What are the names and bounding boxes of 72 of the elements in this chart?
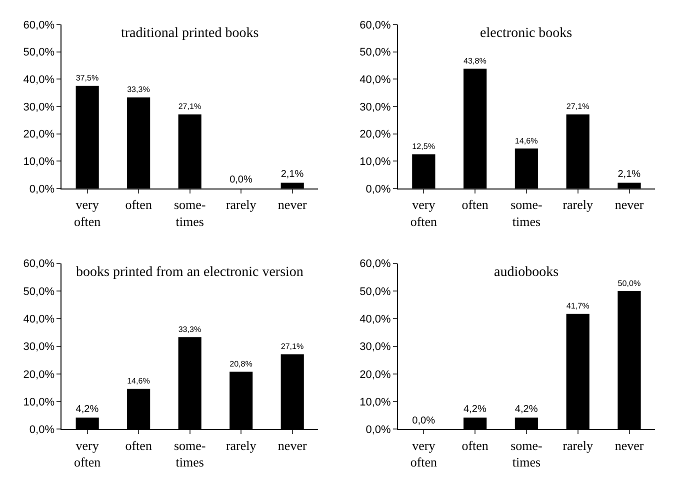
data-label: 14,6% xyxy=(127,376,150,386)
x-tick-label: often xyxy=(125,438,152,453)
y-tick-label: 30,0% xyxy=(23,101,55,114)
x-tick-label: rarely xyxy=(226,197,257,212)
data-label: 14,6% xyxy=(514,136,538,146)
x-tick-label: some- times xyxy=(510,438,542,470)
data-label: 33,3% xyxy=(178,324,202,334)
x-tick-label: some- times xyxy=(174,438,206,470)
x-tick-label: often xyxy=(462,438,489,453)
data-label: 41,7% xyxy=(566,302,590,311)
y-tick-label: 60,0% xyxy=(23,19,55,32)
x-tick-label: never xyxy=(278,197,308,212)
chart-title: electronic books xyxy=(480,26,572,41)
data-label: 50,0% xyxy=(618,278,641,288)
y-tick-label: 50,0% xyxy=(360,286,391,298)
x-tick-label: very often xyxy=(410,197,438,229)
x-tick-label: some- times xyxy=(174,197,206,229)
y-tick-label: 40,0% xyxy=(360,74,391,86)
y-tick-label: 60,0% xyxy=(360,258,391,270)
data-label: 0,0% xyxy=(412,415,436,426)
y-tick-label: 0,0% xyxy=(29,424,55,436)
y-tick-label: 40,0% xyxy=(360,313,391,326)
data-label: 27,1% xyxy=(178,102,202,112)
y-tick-label: 20,0% xyxy=(360,368,391,381)
x-tick-label: very often xyxy=(74,197,102,229)
data-label: 20,8% xyxy=(230,360,252,369)
y-tick-label: 40,0% xyxy=(23,74,55,86)
x-tick-label: often xyxy=(125,197,152,212)
y-tick-label: 10,0% xyxy=(360,156,391,168)
chart-title: traditional printed books xyxy=(121,26,259,41)
y-tick-label: 30,0% xyxy=(23,341,55,354)
data-label: 27,1% xyxy=(280,342,304,352)
x-tick-label: very often xyxy=(410,438,438,470)
data-label: 33,3% xyxy=(127,85,150,94)
y-tick-label: 20,0% xyxy=(23,368,55,381)
x-tick-label: often xyxy=(462,197,489,212)
y-tick-label: 60,0% xyxy=(360,19,391,32)
y-tick-label: 40,0% xyxy=(23,313,55,326)
x-tick-label: never xyxy=(278,438,308,453)
data-label: 4,2% xyxy=(514,404,538,415)
data-label: 2,1% xyxy=(280,168,304,180)
y-tick-label: 10,0% xyxy=(23,396,55,408)
x-tick-label: never xyxy=(614,197,644,212)
y-tick-label: 0,0% xyxy=(366,183,391,196)
data-label: 4,2% xyxy=(464,404,486,415)
data-label: 4,2% xyxy=(76,404,99,415)
x-tick-label: rarely xyxy=(226,438,257,453)
data-label: 2,1% xyxy=(618,168,641,180)
y-tick-label: 20,0% xyxy=(23,128,55,141)
y-tick-label: 10,0% xyxy=(360,396,391,408)
y-tick-label: 20,0% xyxy=(360,128,391,141)
data-label: 0,0% xyxy=(230,174,252,186)
y-tick-label: 50,0% xyxy=(23,46,55,59)
x-tick-label: some- times xyxy=(510,197,542,229)
y-tick-label: 60,0% xyxy=(23,258,55,270)
data-label: 43,8% xyxy=(464,56,486,66)
x-tick-label: rarely xyxy=(562,197,594,212)
y-tick-label: 30,0% xyxy=(360,341,391,354)
chart-title: audiobooks xyxy=(494,265,559,280)
y-tick-label: 10,0% xyxy=(23,156,55,168)
y-tick-label: 50,0% xyxy=(23,286,55,298)
y-tick-label: 0,0% xyxy=(29,183,55,196)
x-tick-label: very often xyxy=(74,438,102,470)
y-tick-label: 30,0% xyxy=(360,101,391,114)
data-label: 37,5% xyxy=(76,74,99,83)
data-label: 12,5% xyxy=(412,142,436,152)
chart-title: books printed from an electronic version xyxy=(76,265,304,280)
x-tick-label: rarely xyxy=(562,438,594,453)
data-label: 27,1% xyxy=(566,102,590,112)
y-tick-label: 0,0% xyxy=(366,424,391,436)
x-tick-label: never xyxy=(614,438,644,453)
y-tick-label: 50,0% xyxy=(360,46,391,59)
